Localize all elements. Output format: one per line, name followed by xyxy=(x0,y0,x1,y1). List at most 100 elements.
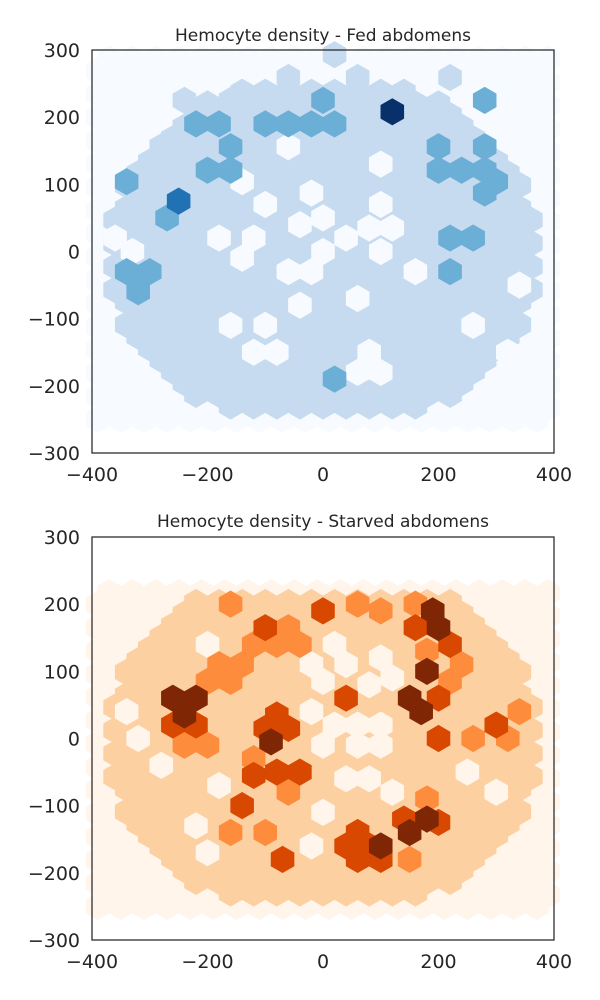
fed-hexbin-empty xyxy=(403,258,428,286)
fed-hexbin-background xyxy=(259,45,283,73)
starved-hexbin-panel: Hemocyte density - Starved abdomens −400… xyxy=(28,512,572,973)
starved-y-tick-label: −300 xyxy=(28,930,80,952)
fed-hexbin xyxy=(322,41,347,69)
fed-x-tick-label: −400 xyxy=(66,464,118,486)
starved-hexbin-empty xyxy=(322,711,347,739)
starved-hexbin-empty xyxy=(357,765,381,793)
starved-hexbin-empty xyxy=(311,798,335,826)
fed-y-tick-label: −200 xyxy=(28,376,80,398)
starved-hexbin xyxy=(345,590,370,618)
starved-hexbin-empty xyxy=(368,711,393,739)
starved-hexbin-background xyxy=(143,579,168,607)
starved-hexbin xyxy=(368,832,393,860)
fed-hexbin-empty xyxy=(288,211,312,239)
fed-hexbin xyxy=(311,86,335,114)
fed-hexbin-background xyxy=(97,45,122,73)
starved-y-tick-label: −100 xyxy=(28,796,80,818)
fed-hexbin xyxy=(438,224,462,252)
starved-y-tick-label: 100 xyxy=(44,661,80,683)
starved-hexbin xyxy=(288,630,312,659)
starved-hexbin-empty xyxy=(195,630,220,659)
starved-hexbin-empty xyxy=(184,812,208,840)
starved-hexbin xyxy=(426,614,451,642)
starved-hexbin-empty xyxy=(334,651,358,679)
fed-hexbin xyxy=(345,63,370,92)
starved-hexbin xyxy=(345,845,370,873)
fed-hexbin xyxy=(207,110,231,138)
starved-hexbin-empty xyxy=(368,731,393,759)
fed-y-tick-label: 0 xyxy=(68,242,80,264)
fed-hexbin-body xyxy=(426,90,451,118)
fed-hexbin-empty xyxy=(368,358,393,386)
fed-y-tick-label: 100 xyxy=(44,174,80,196)
fed-hexbin xyxy=(322,110,347,138)
starved-x-tick-label: −400 xyxy=(66,951,118,973)
starved-hexbin xyxy=(218,667,243,696)
starved-hexbin-empty xyxy=(455,758,480,786)
fed-hexbin-empty xyxy=(380,214,405,242)
fed-hexbin-empty xyxy=(253,311,278,339)
fed-hexbin xyxy=(438,258,462,286)
fed-hexbin-body xyxy=(195,90,220,118)
starved-y-tick-label: 200 xyxy=(44,594,80,616)
starved-hexbin-empty xyxy=(368,644,393,672)
starved-hexbin xyxy=(259,728,283,756)
fed-chart-title: Hemocyte density - Fed abdomens xyxy=(175,26,471,46)
starved-chart-title: Hemocyte density - Starved abdomens xyxy=(157,512,489,532)
starved-hexbin xyxy=(415,785,439,813)
fed-axes-frame xyxy=(91,49,555,454)
starved-hexbin xyxy=(172,731,197,759)
starved-hexbin xyxy=(397,845,422,873)
fed-hexbin xyxy=(149,133,174,161)
fed-hexbin-empty xyxy=(357,338,381,366)
starved-hexbin-empty xyxy=(484,778,509,806)
fed-hexbin xyxy=(322,365,347,393)
fed-y-tick-label: −300 xyxy=(28,443,80,465)
fed-hexbin-empty xyxy=(276,133,301,161)
starved-hexbin xyxy=(218,590,243,618)
starved-hexbin xyxy=(195,731,220,759)
starved-hexbin-background xyxy=(120,579,145,607)
fed-y-tick-label: 300 xyxy=(44,40,80,62)
fed-hexbin xyxy=(276,110,301,138)
starved-hexbin xyxy=(334,684,358,712)
starved-hexbin xyxy=(218,818,243,847)
fed-hexbin-panel: Hemocyte density - Fed abdomens −400 −200… xyxy=(28,26,572,486)
fed-hexbin-empty xyxy=(276,258,301,286)
starved-hexbin-background xyxy=(467,579,491,607)
fed-hexbin xyxy=(461,224,485,252)
fed-hexbin xyxy=(126,278,150,306)
starved-hexbin xyxy=(409,698,433,726)
starved-hexbin xyxy=(415,637,439,665)
fed-hexbin xyxy=(426,156,451,184)
fed-hexbin xyxy=(114,168,139,196)
starved-hexbin-empty xyxy=(114,698,139,726)
fed-hexbin-empty xyxy=(507,271,532,299)
fed-hexbin-background xyxy=(236,45,260,73)
starved-hexbin-empty xyxy=(345,731,370,759)
fed-hexbin-empty xyxy=(311,237,335,266)
starved-hexbin xyxy=(172,701,197,729)
fed-hexbin xyxy=(137,258,162,286)
starved-hexbin xyxy=(270,845,295,873)
fed-y-tick-label: 200 xyxy=(44,107,80,129)
starved-hexbin-empty xyxy=(311,667,335,696)
starved-x-tick-label: 400 xyxy=(536,951,572,973)
starved-hexbin xyxy=(276,778,301,806)
fed-hexbin-background xyxy=(189,45,214,73)
starved-hexbin-empty xyxy=(334,765,358,793)
fed-hexbin xyxy=(472,133,497,161)
starved-hexbin-empty xyxy=(322,630,347,659)
starved-hexbin-empty xyxy=(380,664,405,692)
starved-x-tick-label: 200 xyxy=(420,951,456,973)
fed-hexbin xyxy=(172,86,197,114)
fed-hexbin-empty xyxy=(311,204,335,232)
fed-hexbin xyxy=(253,110,278,138)
starved-hexbin xyxy=(288,758,312,786)
fed-hexbin xyxy=(380,98,405,126)
fed-hexbin-body xyxy=(392,78,416,106)
fed-hexbin-empty xyxy=(368,190,393,219)
starved-hexbin xyxy=(507,698,532,726)
fed-hexbin-empty xyxy=(230,244,254,272)
fed-hexbin xyxy=(265,86,289,114)
